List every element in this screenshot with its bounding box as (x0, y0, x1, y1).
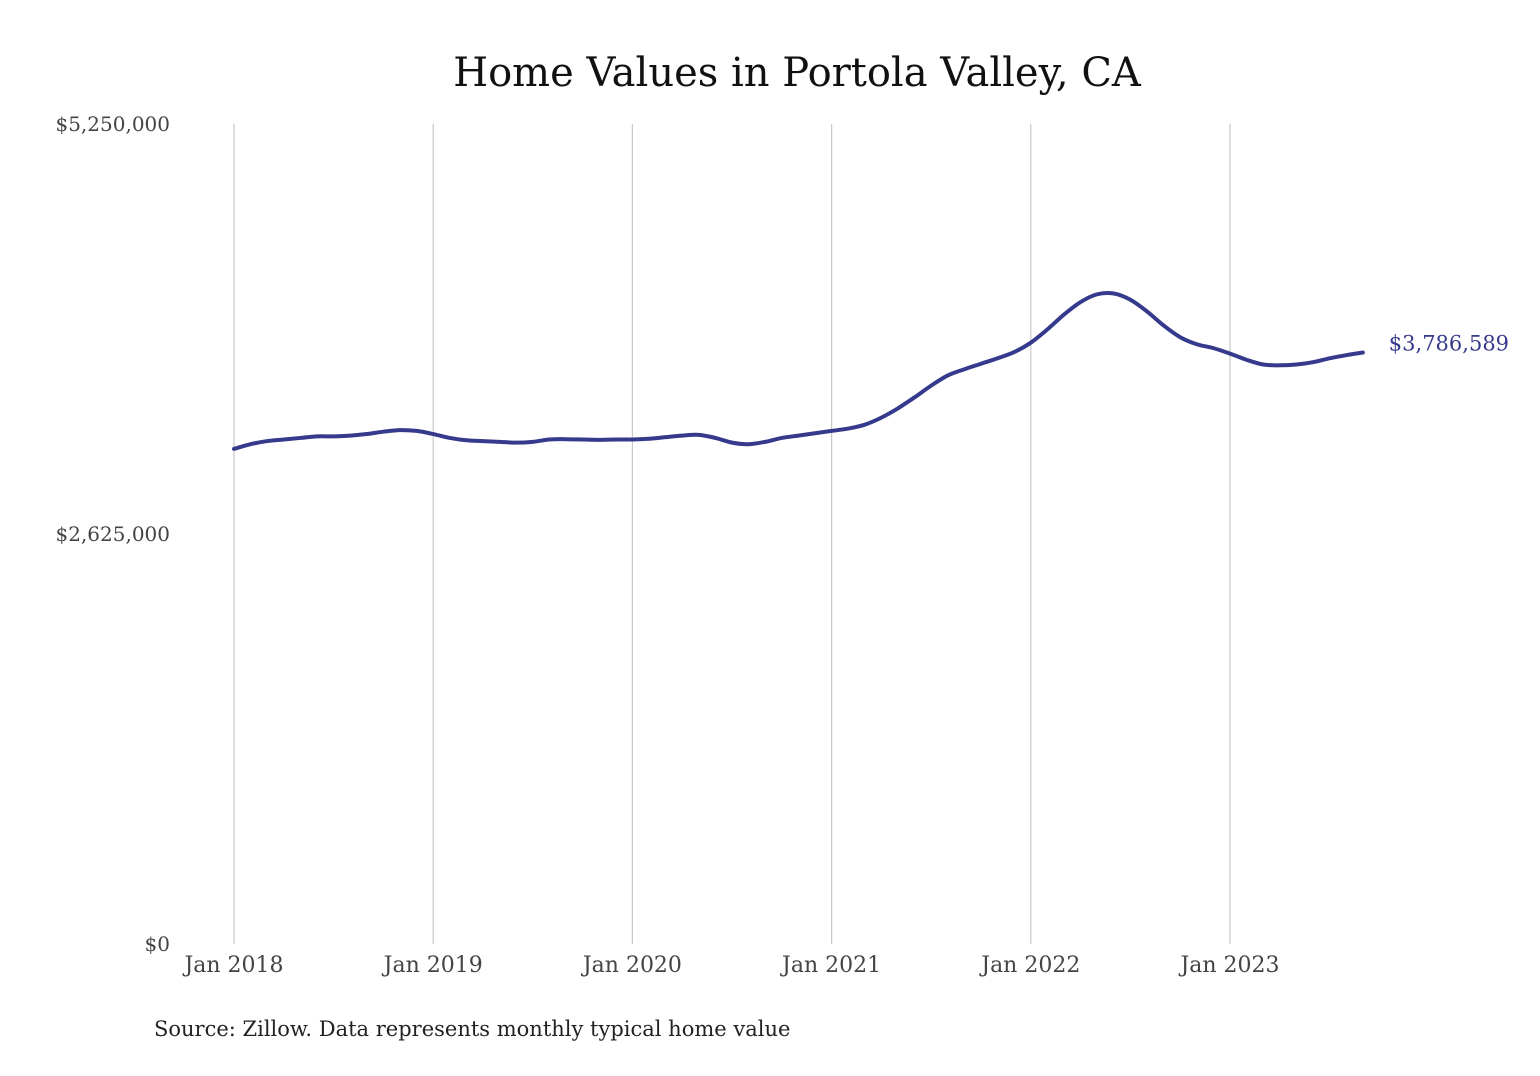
y-tick-label: $5,250,000 (55, 112, 170, 136)
x-tick-label: Jan 2022 (979, 953, 1080, 978)
x-tick-label: Jan 2020 (581, 953, 682, 978)
x-tick-label: Jan 2021 (780, 953, 881, 978)
x-tick-label: Jan 2018 (182, 953, 283, 978)
x-tick-label: Jan 2019 (382, 953, 483, 978)
y-tick-label: $2,625,000 (55, 522, 170, 546)
grid-layer (233, 124, 1231, 944)
series-line-home-value (232, 290, 1365, 451)
y-axis: $5,250,000 $2,625,000 $0 (55, 112, 170, 956)
x-tick-label: Jan 2023 (1178, 953, 1279, 978)
series-end-value-label: $3,786,589 (1389, 332, 1509, 356)
x-axis: Jan 2018 Jan 2019 Jan 2020 Jan 2021 Jan 2022… (182, 953, 1279, 978)
chart-title: Home Values in Portola Valley, CA (453, 50, 1142, 96)
series-layer: $3,786,589 (232, 290, 1509, 451)
chart-source-note: Source: Zillow. Data represents monthly … (154, 1017, 790, 1041)
y-tick-label: $0 (145, 932, 170, 956)
